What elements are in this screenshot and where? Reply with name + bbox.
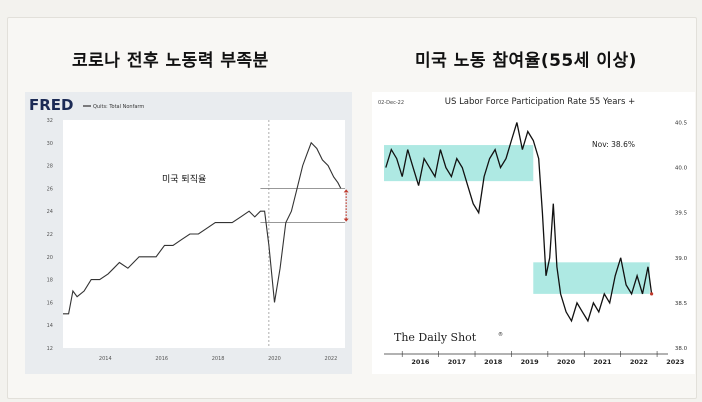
y-tick-label: 22	[47, 232, 53, 238]
right-heading: 미국 노동 참여율(55세 이상)	[415, 51, 637, 71]
y-tick-label: 14	[47, 323, 53, 329]
date-label: 02-Dec-22	[378, 100, 404, 106]
highlight-band	[384, 145, 534, 182]
y-tick-label: 12	[47, 346, 53, 352]
x-tick-label: 2014	[99, 356, 112, 362]
y-tick-label: 28	[47, 164, 53, 170]
y-tick-label: 38.0	[675, 346, 688, 352]
daily-shot-registered-mark: ®	[498, 331, 503, 338]
y-tick-label: 26	[47, 186, 53, 192]
nov-annotation: Nov: 38.6%	[592, 140, 635, 149]
left-heading: 코로나 전후 노동력 부족분	[72, 51, 269, 71]
fred-chart-panel: FRED Quits: Total Nonfarm 12 14 16 18 20 22 24…	[25, 92, 352, 374]
retirement-rate-annotation: 미국 퇴직율	[162, 174, 206, 185]
quits-series-line	[63, 141, 342, 315]
y-tick-label: 30	[47, 141, 53, 147]
y-tick-label: 16	[47, 300, 53, 306]
chart-title: US Labor Force Participation Rate 55 Yea…	[445, 97, 635, 107]
x-tick-label: 2017	[448, 358, 466, 366]
x-tick-label: 2022	[630, 358, 648, 366]
gap-arrow-head-top	[343, 189, 349, 193]
x-tick-label: 2018	[484, 358, 503, 366]
plot-area	[63, 120, 345, 348]
y-tick-label: 38.5	[675, 301, 688, 307]
highlight-band	[533, 262, 650, 294]
x-tick-label: 2020	[557, 358, 576, 366]
y-tick-label: 20	[47, 255, 53, 261]
x-tick-label: 2023	[666, 358, 684, 366]
x-tick-label: 2016	[411, 358, 430, 366]
y-tick-label: 39.5	[675, 211, 688, 217]
y-tick-label: 40.5	[675, 121, 688, 127]
y-tick-label: 39.0	[675, 256, 688, 262]
x-tick-label: 2019	[521, 358, 540, 366]
latest-point-marker	[650, 292, 654, 296]
fred-chart: FRED Quits: Total Nonfarm 12141618202224…	[25, 92, 352, 374]
legend-label: Quits: Total Nonfarm	[93, 104, 144, 110]
y-tick-label: 24	[47, 209, 53, 215]
participation-chart: 02-Dec-22 US Labor Force Participation R…	[372, 92, 695, 374]
x-tick-label: 2016	[155, 356, 168, 362]
dailyshot-chart-panel: 02-Dec-22 US Labor Force Participation R…	[372, 92, 695, 374]
y-tick-label: 32	[47, 118, 53, 124]
gap-arrow-head-bottom	[343, 218, 349, 222]
participation-series-line	[385, 122, 653, 323]
y-tick-label: 18	[47, 278, 53, 284]
daily-shot-watermark: The Daily Shot	[394, 331, 477, 344]
x-tick-label: 2021	[593, 358, 612, 366]
x-tick-label: 2018	[212, 356, 225, 362]
fred-logo: FRED	[29, 96, 74, 114]
x-tick-label: 2022	[325, 356, 338, 362]
x-tick-label: 2020	[268, 356, 281, 362]
y-tick-label: 40.0	[675, 166, 688, 172]
